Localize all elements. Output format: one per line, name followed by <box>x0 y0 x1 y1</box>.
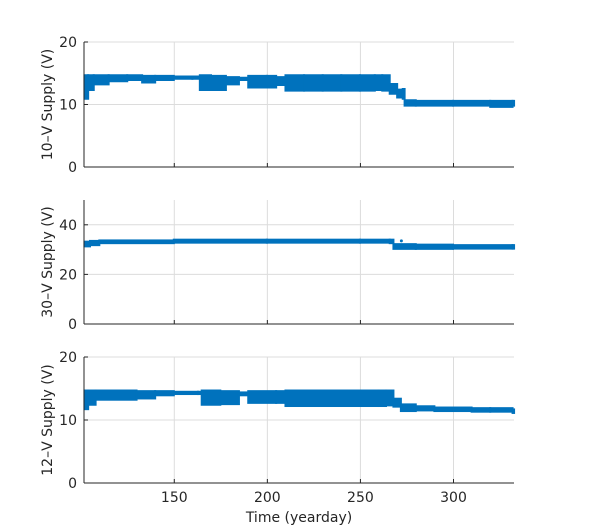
data-band <box>489 407 514 413</box>
data-band <box>83 389 90 411</box>
data-band <box>392 243 417 250</box>
data-band <box>89 239 101 247</box>
data-band <box>210 74 227 91</box>
data-band <box>198 74 213 91</box>
data-band <box>107 74 129 83</box>
data-band <box>401 88 406 100</box>
data-band <box>403 99 417 107</box>
data-band <box>92 74 110 86</box>
data-band <box>414 243 455 250</box>
data-band <box>511 408 516 414</box>
data-band <box>237 391 250 397</box>
data-band <box>141 74 157 84</box>
y-tick-label: 40 <box>59 218 77 234</box>
y-tick-label: 20 <box>59 35 77 51</box>
y-axis-label: 30–V Supply (V) <box>40 206 56 318</box>
y-tick-label: 10 <box>59 98 77 114</box>
data-band <box>284 389 380 408</box>
data-band <box>200 389 222 406</box>
data-band <box>87 74 95 91</box>
data-band <box>247 390 278 404</box>
y-tick-label: 20 <box>59 350 77 366</box>
data-band <box>172 75 194 80</box>
data-band <box>237 76 250 81</box>
data-band <box>219 390 240 406</box>
data-band <box>83 240 92 248</box>
x-tick-label: 150 <box>161 490 188 506</box>
data-band <box>303 74 324 92</box>
data-band <box>414 99 455 107</box>
x-tick-label: 250 <box>347 490 374 506</box>
data-point <box>399 239 403 243</box>
data-band <box>87 389 97 406</box>
data-band <box>396 88 404 99</box>
data-band <box>414 405 436 412</box>
data-band <box>511 244 516 250</box>
data-band <box>384 389 395 407</box>
data-band <box>340 74 361 92</box>
data-band <box>135 390 157 400</box>
data-band <box>172 238 268 244</box>
data-band <box>321 74 343 92</box>
data-band <box>388 238 395 245</box>
y-tick-label: 10 <box>59 413 77 429</box>
data-band <box>373 74 384 91</box>
data-band <box>94 389 138 401</box>
x-tick-label: 200 <box>254 490 281 506</box>
data-band <box>470 407 492 413</box>
data-band <box>433 406 473 413</box>
data-band <box>381 74 391 92</box>
data-band <box>489 99 514 108</box>
data-band <box>224 76 240 86</box>
data-band <box>511 99 516 107</box>
data-band <box>265 238 361 244</box>
y-tick-label: 0 <box>68 476 77 492</box>
x-tick-label: 300 <box>440 490 467 506</box>
y-axis-label: 10–V Supply (V) <box>40 49 56 161</box>
data-band <box>172 390 199 396</box>
data-band <box>275 390 287 404</box>
data-band <box>154 74 175 81</box>
data-band <box>392 397 402 408</box>
data-band <box>452 244 514 250</box>
data-band <box>399 403 417 413</box>
y-tick-label: 0 <box>68 160 77 176</box>
data-band <box>388 83 399 95</box>
data-band <box>358 74 376 92</box>
data-band <box>154 390 175 397</box>
y-tick-label: 20 <box>59 267 77 283</box>
data-band <box>196 390 203 396</box>
data-band <box>98 239 175 245</box>
data-band <box>284 74 306 92</box>
data-band <box>275 76 287 86</box>
data-band <box>377 389 387 408</box>
data-band <box>358 238 391 244</box>
data-band <box>191 75 201 80</box>
y-axis-label: 12–V Supply (V) <box>40 364 56 476</box>
y-tick-label: 0 <box>68 317 77 333</box>
data-band <box>452 99 492 107</box>
data-band <box>83 74 90 100</box>
data-band <box>126 74 144 81</box>
data-band <box>247 74 268 89</box>
x-axis-label: Time (yearday) <box>245 510 352 525</box>
data-band <box>265 74 278 89</box>
